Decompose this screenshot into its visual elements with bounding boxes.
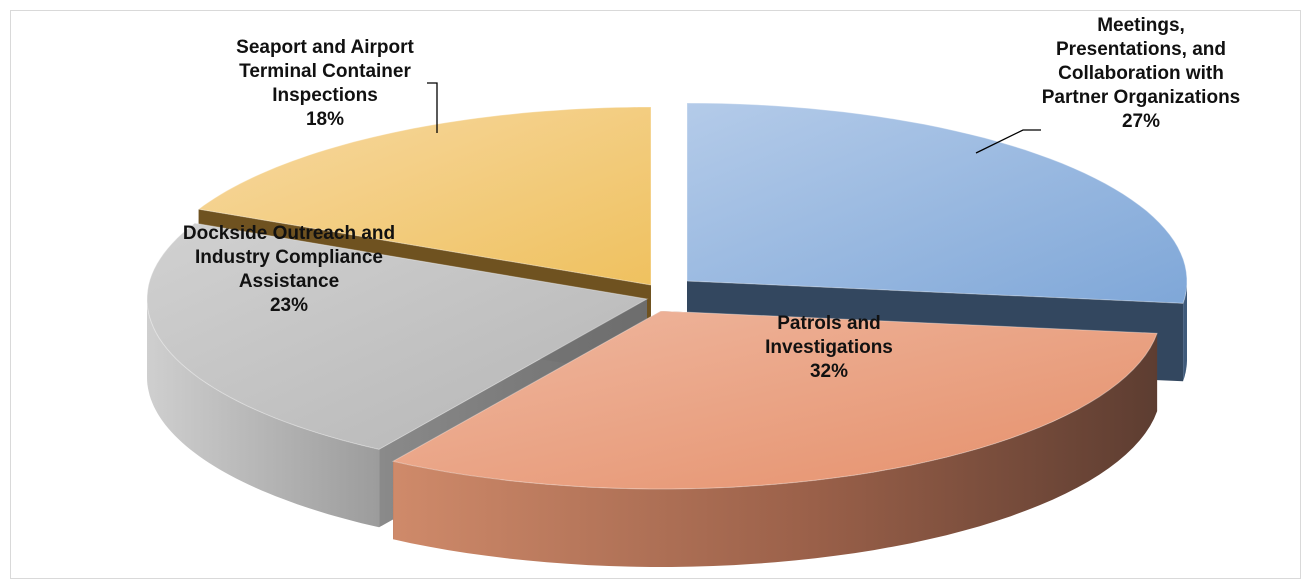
slice-label-line-2-1: Industry Compliance [195, 247, 383, 268]
slice-labels: Meetings, Presentations, and Collaboration… [183, 15, 1240, 382]
slice-label-line-2-2: Assistance [239, 271, 339, 292]
slice-label-line-0-3: Partner Organizations [1042, 87, 1241, 108]
slice-label-line-0-2: Collaboration with [1058, 63, 1224, 84]
slice-side-1 [393, 333, 1158, 567]
slice-label-line-2-0: Dockside Outreach and [183, 223, 395, 244]
slice-top-3 [197, 106, 652, 286]
slice-label-3: Seaport and Airport Terminal Container Ins… [236, 37, 414, 130]
pie-slice-1 [391, 310, 1158, 567]
leader-line-0 [975, 129, 1041, 154]
slice-percent-2: 23% [270, 295, 308, 316]
slice-percent-1: 32% [810, 361, 848, 382]
pie-chart: Meetings, Presentations, and Collaboration… [146, 15, 1240, 567]
slice-label-1: Patrols and Investigations 32% [765, 313, 893, 382]
slice-side-0 [1183, 281, 1187, 382]
slice-label-line-1-1: Investigations [765, 337, 893, 358]
slice-label-line-0-0: Meetings, [1097, 15, 1185, 36]
slice-label-line-3-0: Seaport and Airport [236, 37, 414, 58]
slice-top-2 [146, 222, 649, 450]
slice-label-line-3-2: Inspections [272, 85, 378, 106]
leader-line-3 [427, 82, 438, 133]
slice-label-line-1-0: Patrols and [777, 313, 880, 334]
slice-percent-3: 18% [306, 109, 344, 130]
slice-label-line-3-1: Terminal Container [239, 61, 411, 82]
slice-top-0 [686, 102, 1188, 304]
slice-top-1 [391, 310, 1158, 490]
slice-label-0: Meetings, Presentations, and Collaboration… [1042, 15, 1241, 132]
slice-percent-0: 27% [1122, 111, 1160, 132]
slice-side-2 [147, 299, 380, 528]
leader-lines [427, 82, 1041, 154]
slice-label-2: Dockside Outreach and Industry Compliance… [183, 223, 395, 316]
slices-layer [146, 102, 1188, 567]
chart-frame: Meetings, Presentations, and Collaboration… [10, 10, 1301, 579]
slice-label-line-0-1: Presentations, and [1056, 39, 1226, 60]
